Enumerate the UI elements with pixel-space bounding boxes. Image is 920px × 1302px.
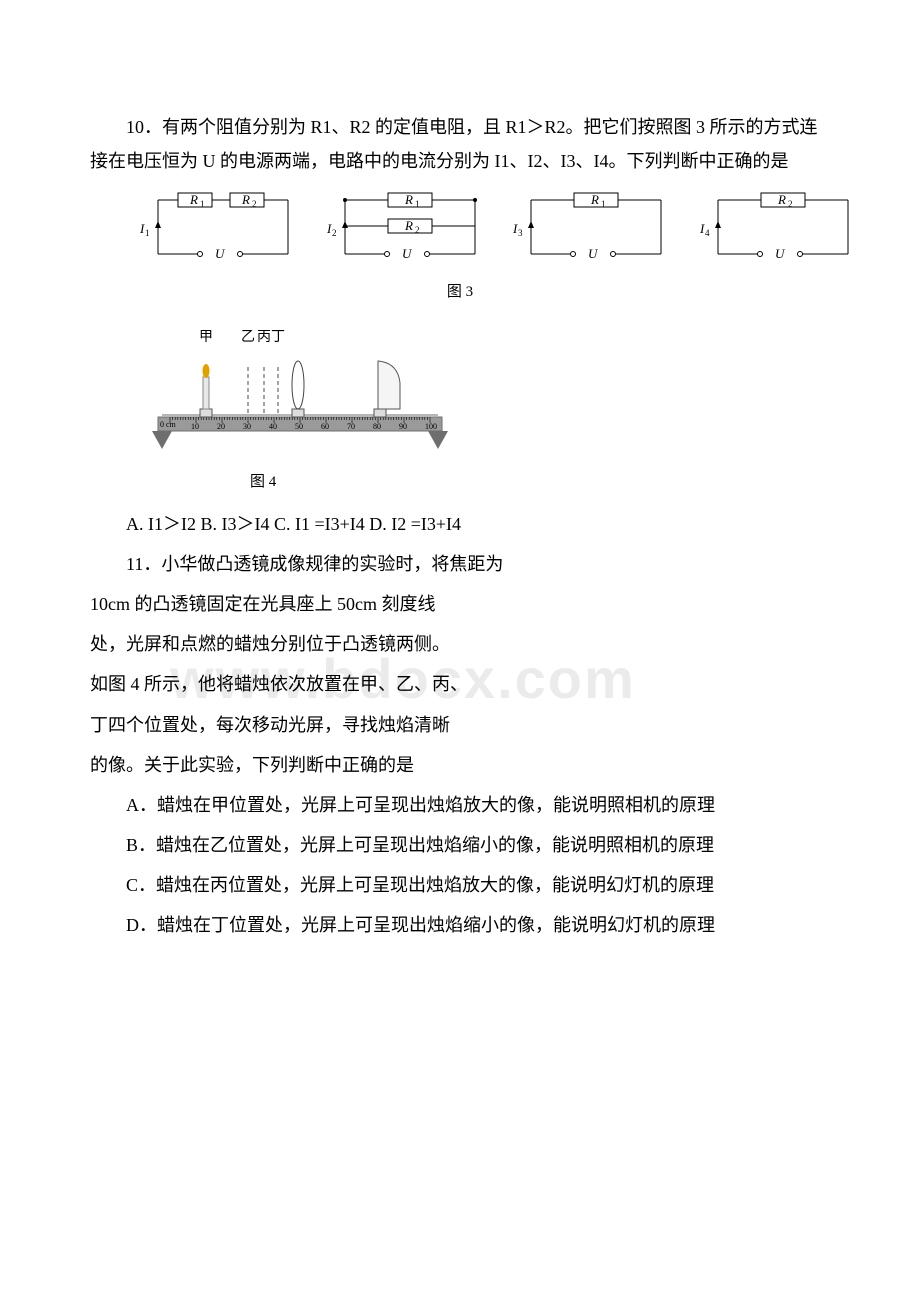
q11-option: B．蜡烛在乙位置处，光屏上可呈现出烛焰缩小的像，能说明照相机的原理 bbox=[90, 828, 830, 862]
svg-text:U: U bbox=[215, 246, 226, 261]
svg-text:丙: 丙 bbox=[257, 330, 271, 345]
svg-text:2: 2 bbox=[415, 225, 420, 235]
svg-text:20: 20 bbox=[217, 422, 225, 431]
q11-line: 丁四个位置处，每次移动光屏，寻找烛焰清晰 bbox=[90, 708, 830, 742]
figure-4-caption: 图 4 bbox=[250, 468, 830, 497]
svg-text:R: R bbox=[404, 192, 413, 207]
svg-text:U: U bbox=[775, 246, 786, 261]
svg-text:50: 50 bbox=[295, 422, 303, 431]
q11-line: 10cm 的凸透镜固定在光具座上 50cm 刻度线 bbox=[90, 587, 830, 621]
q11-line: 如图 4 所示，他将蜡烛依次放置在甲、乙、丙、 bbox=[90, 667, 830, 701]
svg-text:10: 10 bbox=[191, 422, 199, 431]
q11-option: C．蜡烛在丙位置处，光屏上可呈现出烛焰放大的像，能说明幻灯机的原理 bbox=[90, 868, 830, 902]
svg-text:R: R bbox=[590, 192, 599, 207]
svg-text:R: R bbox=[404, 218, 413, 233]
svg-text:丁: 丁 bbox=[271, 330, 285, 345]
q11-options: A．蜡烛在甲位置处，光屏上可呈现出烛焰放大的像，能说明照相机的原理 B．蜡烛在乙位… bbox=[90, 788, 830, 943]
svg-text:2: 2 bbox=[788, 199, 793, 209]
svg-text:0 cm: 0 cm bbox=[160, 420, 177, 429]
q11-line: 的像。关于此实验，下列判断中正确的是 bbox=[90, 748, 830, 782]
svg-text:R: R bbox=[241, 192, 250, 207]
q11-line: 处，光屏和点燃的蜡烛分别位于凸透镜两侧。 bbox=[90, 627, 830, 661]
q11-stem: 11．小华做凸透镜成像规律的实验时，将焦距为 10cm 的凸透镜固定在光具座上 5… bbox=[90, 547, 830, 782]
svg-text:80: 80 bbox=[373, 422, 381, 431]
svg-text:2: 2 bbox=[252, 199, 257, 209]
svg-text:3: 3 bbox=[518, 228, 523, 238]
svg-text:1: 1 bbox=[415, 199, 420, 209]
svg-text:R: R bbox=[189, 192, 198, 207]
svg-text:U: U bbox=[402, 246, 413, 261]
q10-options: A. I1＞I2 B. I3＞I4 C. I1 =I3+I4 D. I2 =I3… bbox=[90, 507, 830, 541]
svg-text:70: 70 bbox=[347, 422, 355, 431]
circuit-diagram: UI 4 R 2 bbox=[690, 186, 860, 276]
figure-3-caption: 图 3 bbox=[90, 278, 830, 307]
circuit-diagram: UI 3 R 1 bbox=[503, 186, 673, 276]
figure-4-block: 0 cm 10 20 30 40 50 60 70 80 90 100 甲 乙丙丁 bbox=[150, 321, 830, 462]
page-content: 10．有两个阻值分别为 R1、R2 的定值电阻，且 R1＞R2。把它们按照图 3… bbox=[90, 110, 830, 943]
svg-text:90: 90 bbox=[399, 422, 407, 431]
q11-option: D．蜡烛在丁位置处，光屏上可呈现出烛焰缩小的像，能说明幻灯机的原理 bbox=[90, 908, 830, 942]
circuit-diagram: UI 1 R 1 R 2 bbox=[130, 186, 300, 276]
figure-3-row: UI 1 R 1 R 2UI 2 R 1 R 2UI 3 R 1UI 4 R 2 bbox=[130, 186, 860, 276]
svg-text:60: 60 bbox=[321, 422, 329, 431]
svg-text:2: 2 bbox=[332, 228, 337, 238]
svg-text:4: 4 bbox=[705, 228, 710, 238]
svg-text:40: 40 bbox=[269, 422, 277, 431]
svg-text:1: 1 bbox=[200, 199, 205, 209]
circuit-diagram: UI 2 R 1 R 2 bbox=[317, 186, 487, 276]
svg-text:乙: 乙 bbox=[241, 329, 255, 345]
q10-text: 10．有两个阻值分别为 R1、R2 的定值电阻，且 R1＞R2。把它们按照图 3… bbox=[90, 110, 830, 178]
q11-option: A．蜡烛在甲位置处，光屏上可呈现出烛焰放大的像，能说明照相机的原理 bbox=[90, 788, 830, 822]
svg-text:1: 1 bbox=[601, 199, 606, 209]
svg-text:甲: 甲 bbox=[199, 330, 213, 345]
svg-text:100: 100 bbox=[425, 422, 437, 431]
q11-line: 11．小华做凸透镜成像规律的实验时，将焦距为 bbox=[90, 547, 830, 581]
svg-text:R: R bbox=[777, 192, 786, 207]
svg-text:U: U bbox=[588, 246, 599, 261]
svg-text:30: 30 bbox=[243, 422, 251, 431]
svg-text:1: 1 bbox=[145, 228, 150, 238]
